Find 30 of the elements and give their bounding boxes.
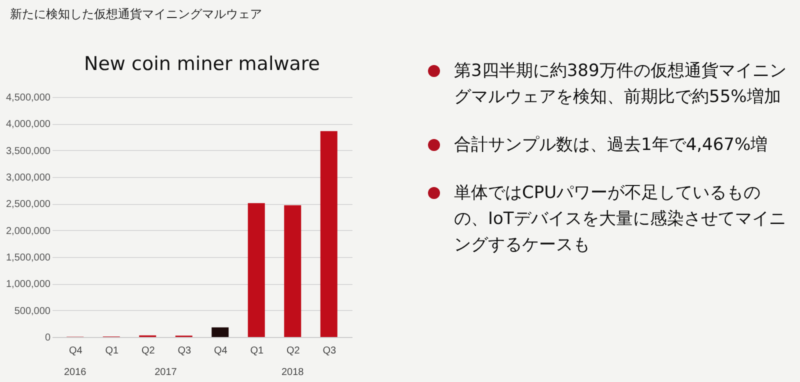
y-tick-label: 4,500,000 xyxy=(6,92,51,104)
y-tick-label: 500,000 xyxy=(14,306,51,317)
text: 単体ではCPUパワーが不足しているものの、IoTデバイスを大量に感染させてマイニングするケースも xyxy=(454,182,787,257)
x-tick-label: Q4 xyxy=(214,346,228,356)
x-tick-label: Q1 xyxy=(250,346,264,356)
chart-title: 新たに検知した仮想通貨マイニングマルウェア xyxy=(10,6,262,23)
x-tick-label: Q3 xyxy=(178,346,192,356)
bar xyxy=(248,203,265,337)
y-tick-label: 2,500,000 xyxy=(6,199,51,210)
x-tick-label: Q2 xyxy=(141,346,156,356)
x-tick-label: Q3 xyxy=(322,346,336,356)
y-tick-label: 2,000,000 xyxy=(6,226,51,237)
bar xyxy=(212,327,229,337)
text: 2017 xyxy=(154,367,178,378)
text: 第3四半期に約389万件の仮想通貨マイニングマルウェアを検知、前期比で約55%増加 xyxy=(454,60,788,109)
y-tick-label: 0 xyxy=(44,332,51,344)
x-tick-label: Q1 xyxy=(105,346,119,356)
bar xyxy=(320,131,338,337)
chart-subtitle: New coin miner malware xyxy=(84,53,320,75)
y-tick-label: 3,000,000 xyxy=(6,172,51,184)
y-tick-label: 4,000,000 xyxy=(6,119,51,130)
y-tick-label: 1,500,000 xyxy=(6,252,51,264)
text: 2018 xyxy=(282,367,304,378)
bar xyxy=(284,205,302,337)
y-tick-label: 1,000,000 xyxy=(6,279,51,290)
x-tick-label: Q2 xyxy=(286,346,300,356)
text: 合計サンプル数は、過去1年で4,467%増 xyxy=(454,134,768,157)
text: 2016 xyxy=(64,367,87,378)
x-tick-label: Q4 xyxy=(68,346,83,356)
y-tick-label: 3,500,000 xyxy=(6,146,51,157)
